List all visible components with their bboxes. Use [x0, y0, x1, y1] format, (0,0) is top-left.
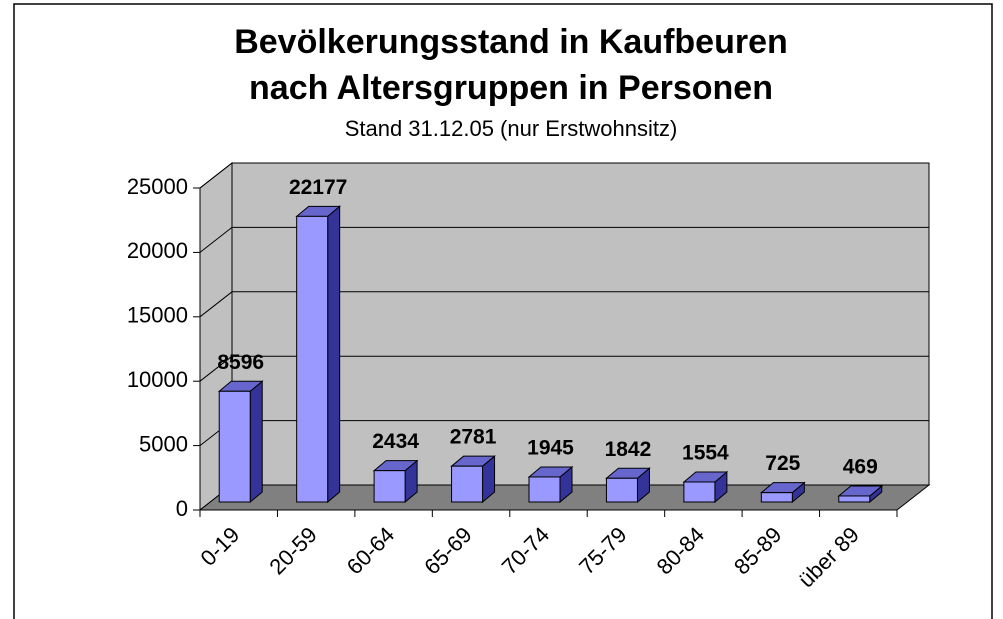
data-label: 1842	[605, 438, 652, 461]
grid-line	[199, 162, 233, 189]
bar	[451, 465, 484, 503]
grid-line	[199, 291, 233, 318]
chart-title: nach Altersgruppen in Personen	[249, 69, 773, 107]
y-tick-label: 15000	[127, 303, 188, 328]
data-label: 1945	[527, 436, 574, 459]
y-tick-label: 5000	[139, 431, 188, 456]
bar-side	[327, 205, 341, 504]
grid-line	[199, 227, 233, 253]
data-label: 22177	[289, 176, 347, 199]
bar	[218, 390, 251, 503]
bar	[683, 481, 716, 503]
y-tick-label: 0	[176, 496, 188, 521]
chart-title: Bevölkerungsstand in Kaufbeuren	[234, 23, 788, 61]
bar	[296, 215, 329, 503]
bar	[528, 476, 561, 503]
bar	[373, 470, 406, 503]
bar	[605, 477, 638, 503]
data-label: 8596	[217, 351, 264, 374]
y-tick-label: 25000	[127, 174, 188, 199]
y-tick-label: 20000	[127, 238, 188, 263]
data-label: 1554	[682, 442, 729, 465]
chart-subtitle: Stand 31.12.05 (nur Erstwohnsitz)	[345, 116, 678, 141]
data-label: 2781	[450, 426, 497, 449]
data-label: 725	[765, 452, 800, 475]
bar	[838, 495, 871, 503]
grid-line	[199, 355, 233, 382]
bar-side	[249, 380, 263, 504]
y-tick-label: 10000	[127, 367, 188, 392]
data-label: 2434	[372, 430, 419, 453]
data-label: 469	[843, 456, 878, 479]
bar	[760, 492, 793, 503]
